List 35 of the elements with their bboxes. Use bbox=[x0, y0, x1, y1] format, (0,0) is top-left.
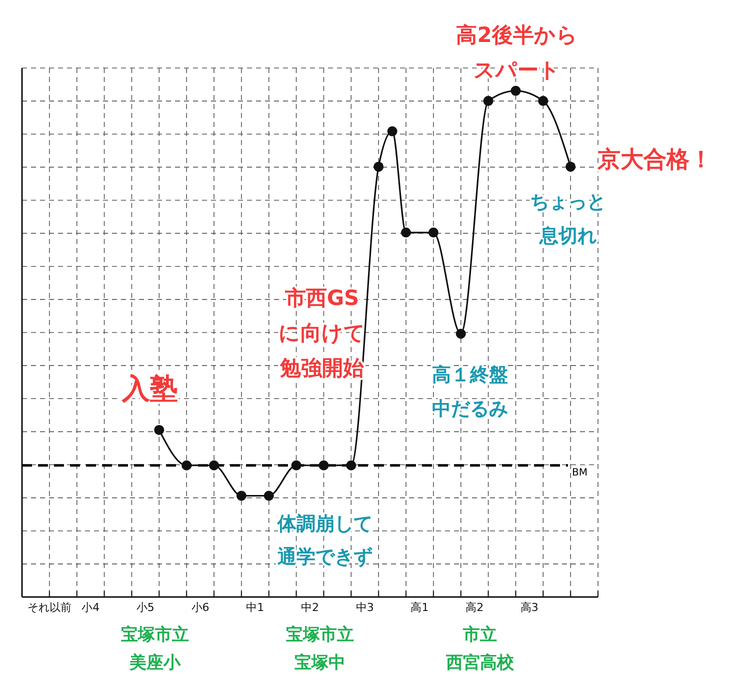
annotation: 京大合格！ bbox=[596, 147, 712, 173]
ref-line-label: BM bbox=[572, 467, 588, 478]
point bbox=[566, 162, 576, 172]
point bbox=[483, 96, 494, 106]
x-tick-label: 中3 bbox=[356, 601, 374, 614]
x-tick-label: 小5 bbox=[136, 601, 154, 614]
point bbox=[428, 228, 438, 238]
point bbox=[510, 86, 521, 96]
point bbox=[236, 490, 246, 501]
x-tick-label: 中1 bbox=[246, 601, 264, 614]
x-tick-label: 高2 bbox=[466, 601, 484, 614]
point bbox=[154, 424, 164, 435]
point bbox=[387, 126, 398, 136]
point bbox=[182, 460, 192, 470]
text: 宝塚市立宝塚中 bbox=[286, 625, 354, 673]
point bbox=[318, 460, 329, 470]
x-tick-label: それ以前 bbox=[27, 601, 72, 614]
annotation: 高１終盤中だるみ bbox=[432, 364, 508, 420]
point bbox=[291, 460, 302, 470]
x-tick-label: 高1 bbox=[410, 601, 429, 614]
x-tick-label: 高3 bbox=[520, 601, 538, 614]
point bbox=[374, 162, 384, 172]
point bbox=[538, 96, 548, 106]
x-tick-label: 中2 bbox=[301, 601, 319, 614]
text: 宝塚市立美座小 bbox=[121, 625, 189, 673]
x-tick-label: 小6 bbox=[191, 601, 210, 614]
point bbox=[456, 328, 466, 339]
annotation: 入塾 bbox=[121, 372, 178, 405]
text: 市立西宮高校 bbox=[445, 625, 515, 673]
point bbox=[209, 460, 219, 470]
point bbox=[346, 460, 356, 470]
annotation: 体調崩して通学できず bbox=[276, 513, 372, 568]
x-tick-label: 小4 bbox=[82, 601, 100, 614]
point bbox=[401, 228, 411, 238]
point bbox=[264, 490, 274, 501]
